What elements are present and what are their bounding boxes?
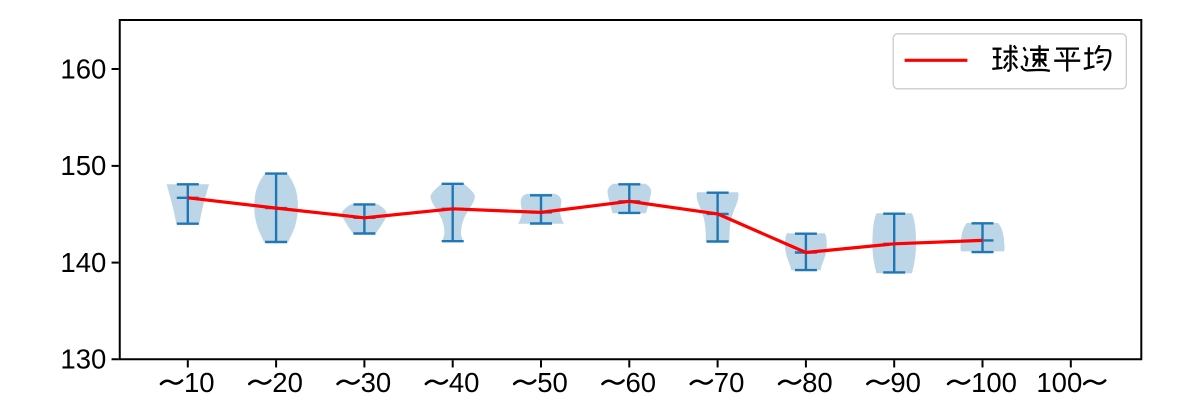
svg-text:50: 50 xyxy=(537,367,568,398)
svg-text:60: 60 xyxy=(626,367,657,398)
svg-text:20: 20 xyxy=(272,367,303,398)
svg-text:140: 140 xyxy=(60,247,106,278)
svg-text:40: 40 xyxy=(449,367,480,398)
svg-text:100: 100 xyxy=(1036,367,1082,398)
svg-text:100: 100 xyxy=(971,367,1017,398)
svg-text:90: 90 xyxy=(890,367,921,398)
svg-text:160: 160 xyxy=(60,53,106,84)
svg-text:150: 150 xyxy=(60,150,106,181)
svg-text:10: 10 xyxy=(184,367,215,398)
svg-text:70: 70 xyxy=(714,367,745,398)
svg-text:80: 80 xyxy=(802,367,833,398)
svg-text:130: 130 xyxy=(60,344,106,375)
svg-text:30: 30 xyxy=(361,367,392,398)
